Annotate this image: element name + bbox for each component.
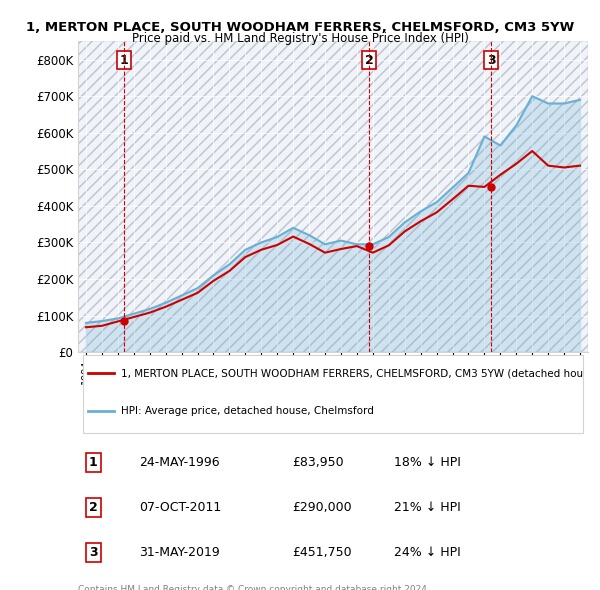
Text: 2: 2 [365,54,374,67]
Text: £451,750: £451,750 [292,546,352,559]
Bar [78,41,588,352]
Text: 3: 3 [487,54,496,67]
Text: 1: 1 [89,456,98,469]
Text: £83,950: £83,950 [292,456,344,469]
Text: 21% ↓ HPI: 21% ↓ HPI [394,501,461,514]
Text: 18% ↓ HPI: 18% ↓ HPI [394,456,461,469]
Text: 24-MAY-1996: 24-MAY-1996 [139,456,220,469]
Text: 3: 3 [89,546,98,559]
Text: HPI: Average price, detached house, Chelmsford: HPI: Average price, detached house, Chel… [121,407,374,417]
Bar [78,41,588,352]
Text: 1, MERTON PLACE, SOUTH WOODHAM FERRERS, CHELMSFORD, CM3 5YW: 1, MERTON PLACE, SOUTH WOODHAM FERRERS, … [26,21,574,34]
Text: 24% ↓ HPI: 24% ↓ HPI [394,546,461,559]
Text: 31-MAY-2019: 31-MAY-2019 [139,546,220,559]
FancyBboxPatch shape [83,355,583,432]
Text: 2: 2 [89,501,98,514]
Text: 07-OCT-2011: 07-OCT-2011 [139,501,221,514]
Text: 1, MERTON PLACE, SOUTH WOODHAM FERRERS, CHELMSFORD, CM3 5YW (detached hou: 1, MERTON PLACE, SOUTH WOODHAM FERRERS, … [121,368,583,378]
Text: Contains HM Land Registry data © Crown copyright and database right 2024.
This d: Contains HM Land Registry data © Crown c… [78,585,430,590]
Text: 1: 1 [120,54,128,67]
Text: £290,000: £290,000 [292,501,352,514]
Text: Price paid vs. HM Land Registry's House Price Index (HPI): Price paid vs. HM Land Registry's House … [131,32,469,45]
